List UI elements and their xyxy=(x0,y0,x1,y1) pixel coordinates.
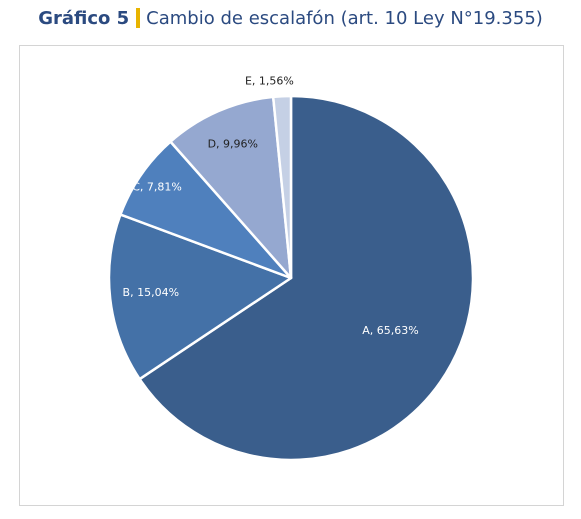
data-label-b: B, 15,04% xyxy=(123,286,179,299)
title-accent-bar xyxy=(136,8,141,28)
pie-slice-a xyxy=(138,94,475,462)
data-label-a: A, 65,63% xyxy=(362,324,418,337)
pie-slice-b xyxy=(107,213,293,381)
pie-slice-d xyxy=(169,95,293,280)
chart-area xyxy=(19,45,564,506)
pie-labels: A, 65,63% B, 15,04% C, 7,81% D, 9,96% E, 1,5… xyxy=(123,75,419,338)
chart-title: Cambio de escalafón (art. 10 Ley N°19.35… xyxy=(146,8,543,29)
data-label-d: D, 9,96% xyxy=(208,138,258,151)
figure-number: Gráfico 5 xyxy=(38,8,130,29)
pie-slices xyxy=(107,94,475,462)
chart-header: Gráfico 5 Cambio de escalafón (art. 10 Le… xyxy=(0,8,581,30)
pie-slice-e xyxy=(271,94,293,280)
data-label-e: E, 1,56% xyxy=(245,75,294,88)
data-label-c: C, 7,81% xyxy=(132,180,182,193)
